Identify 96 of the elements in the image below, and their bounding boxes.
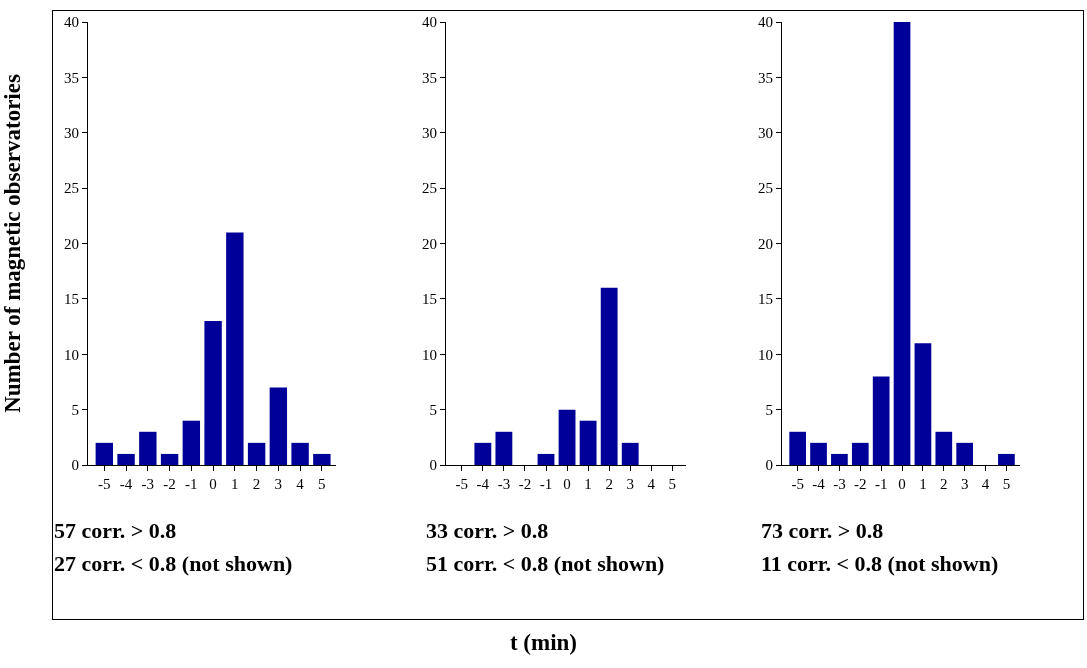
y-tick-label: 20: [422, 235, 437, 252]
x-tick-label: 4: [296, 476, 305, 492]
y-tick-label: 5: [429, 401, 437, 418]
x-tick-label: -5: [791, 476, 804, 492]
x-tick-label: 3: [626, 476, 634, 492]
x-tick-label: 1: [231, 476, 239, 492]
x-tick-label: 0: [209, 476, 217, 492]
bar: [182, 420, 201, 465]
y-tick-label: 10: [758, 346, 773, 363]
bar: [789, 431, 807, 465]
x-tick-label: 3: [960, 476, 969, 492]
y-tick-label: 15: [64, 291, 79, 308]
y-tick-label: 15: [758, 291, 773, 308]
bar: [851, 442, 869, 465]
x-tick-label: 5: [1002, 476, 1011, 492]
x-tick-label: 4: [647, 476, 656, 492]
bar: [600, 287, 618, 465]
bar: [831, 453, 848, 465]
bar: [998, 453, 1015, 465]
y-tick-label: 15: [422, 291, 437, 308]
x-tick-label: 0: [898, 476, 906, 492]
y-tick-label: 40: [422, 14, 437, 31]
bar: [935, 431, 953, 465]
x-tick-label: -4: [476, 476, 490, 492]
x-tick-label: -2: [518, 476, 532, 492]
y-tick-label: 30: [422, 125, 437, 141]
x-tick-label: -1: [185, 476, 198, 492]
bar: [160, 453, 179, 465]
x-tick-label: -3: [497, 476, 511, 492]
x-tick-label: 5: [668, 476, 677, 492]
bar: [291, 442, 309, 465]
bar: [117, 453, 135, 465]
bar: [226, 232, 244, 465]
text: 51 corr. < 0.8 (not shown): [426, 551, 665, 576]
x-tick-label: 1: [919, 476, 927, 492]
x-tick-label: -1: [874, 476, 888, 492]
bar: [893, 22, 911, 465]
x-tick-label: 2: [605, 476, 613, 492]
y-tick-label: 35: [758, 69, 773, 86]
x-tick-label: -2: [854, 476, 867, 492]
y-tick-label: 35: [422, 69, 437, 86]
text: 33 corr. > 0.8: [426, 518, 549, 543]
y-tick-label: 25: [64, 180, 79, 197]
x-tick-label: -1: [539, 476, 553, 492]
bar: [95, 442, 114, 465]
x-tick-label: 2: [940, 476, 948, 492]
x-axis-title: t (min): [508, 630, 579, 656]
y-tick-label: 10: [422, 346, 437, 363]
text: 27 corr. < 0.8 (not shown): [54, 551, 293, 576]
bar: [204, 321, 222, 465]
text: 11 corr. < 0.8 (not shown): [761, 551, 999, 576]
y-tick-label: 0: [429, 457, 437, 474]
x-tick-label: 0: [563, 476, 571, 492]
bar: [558, 409, 576, 465]
y-tick-label: 20: [758, 235, 773, 252]
y-tick-label: 10: [64, 346, 79, 363]
x-tick-label: -2: [163, 476, 176, 492]
bar: [269, 387, 288, 465]
text: 57 corr. > 0.8: [54, 518, 177, 543]
x-tick-label: 4: [981, 476, 990, 492]
y-tick-label: 30: [64, 125, 79, 141]
x-tick-label: -5: [455, 476, 469, 492]
bar: [914, 343, 932, 465]
y-tick-label: 35: [64, 69, 79, 86]
text: 73 corr. > 0.8: [761, 518, 884, 543]
y-axis-title: Number of magnetic observatories: [0, 74, 25, 413]
bar: [247, 442, 266, 465]
x-tick-label: 5: [318, 476, 326, 492]
x-tick-label: 2: [252, 476, 261, 492]
bar: [872, 376, 890, 465]
bar: [621, 442, 639, 465]
x-tick-label: -5: [98, 476, 111, 492]
x-tick-label: 3: [274, 476, 283, 492]
bar: [956, 442, 974, 465]
y-tick-label: 40: [64, 14, 79, 31]
bar: [313, 453, 331, 465]
bar: [495, 431, 513, 465]
bar: [474, 442, 492, 465]
y-tick-label: 30: [758, 125, 773, 141]
y-tick-label: 5: [765, 401, 773, 418]
bar: [810, 442, 827, 465]
x-tick-label: -3: [141, 476, 155, 492]
y-tick-label: 25: [758, 180, 773, 197]
bar: [537, 453, 555, 465]
y-tick-label: 20: [64, 235, 79, 252]
x-tick-label: -4: [812, 476, 826, 492]
y-tick-label: 40: [758, 14, 773, 31]
x-tick-label: -3: [833, 476, 846, 492]
y-tick-label: 0: [765, 457, 773, 474]
y-tick-label: 0: [71, 457, 79, 474]
bar: [579, 420, 597, 465]
y-tick-label: 5: [71, 401, 79, 418]
x-tick-label: 1: [584, 476, 592, 492]
x-tick-label: -4: [119, 476, 133, 492]
y-tick-label: 25: [422, 180, 437, 197]
bar: [139, 431, 157, 465]
